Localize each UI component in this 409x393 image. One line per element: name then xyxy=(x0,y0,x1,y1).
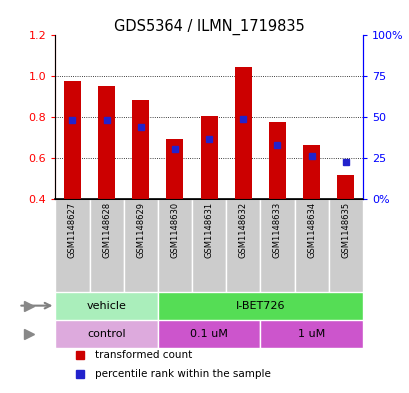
Bar xyxy=(328,199,362,292)
Text: transformed count: transformed count xyxy=(95,350,192,360)
Text: GSM1148628: GSM1148628 xyxy=(102,202,111,258)
Text: 1 uM: 1 uM xyxy=(297,329,324,339)
Bar xyxy=(89,199,124,292)
Bar xyxy=(55,292,157,320)
Text: GSM1148632: GSM1148632 xyxy=(238,202,247,258)
Bar xyxy=(234,67,251,199)
Bar xyxy=(157,320,260,348)
Bar xyxy=(191,199,226,292)
Text: GSM1148629: GSM1148629 xyxy=(136,202,145,258)
Bar xyxy=(55,320,157,348)
Bar xyxy=(336,175,353,199)
Bar xyxy=(55,199,89,292)
Bar xyxy=(157,199,191,292)
Bar xyxy=(98,86,115,199)
Bar xyxy=(200,116,217,199)
Bar xyxy=(64,81,81,199)
Bar xyxy=(302,145,319,199)
Bar xyxy=(260,320,362,348)
Title: GDS5364 / ILMN_1719835: GDS5364 / ILMN_1719835 xyxy=(113,19,304,35)
Text: GSM1148631: GSM1148631 xyxy=(204,202,213,258)
Text: GSM1148630: GSM1148630 xyxy=(170,202,179,258)
Text: GSM1148635: GSM1148635 xyxy=(340,202,349,258)
Bar xyxy=(166,139,183,199)
Text: GSM1148627: GSM1148627 xyxy=(68,202,77,258)
Bar xyxy=(260,199,294,292)
Bar xyxy=(226,199,260,292)
Bar xyxy=(157,292,362,320)
Text: GSM1148634: GSM1148634 xyxy=(306,202,315,258)
Bar xyxy=(124,199,157,292)
Text: vehicle: vehicle xyxy=(86,301,126,310)
Text: I-BET726: I-BET726 xyxy=(235,301,284,310)
Text: control: control xyxy=(87,329,126,339)
Text: GSM1148633: GSM1148633 xyxy=(272,202,281,258)
Bar xyxy=(268,123,285,199)
Text: percentile rank within the sample: percentile rank within the sample xyxy=(95,369,270,379)
Bar xyxy=(132,100,149,199)
Bar xyxy=(294,199,328,292)
Text: 0.1 uM: 0.1 uM xyxy=(190,329,227,339)
